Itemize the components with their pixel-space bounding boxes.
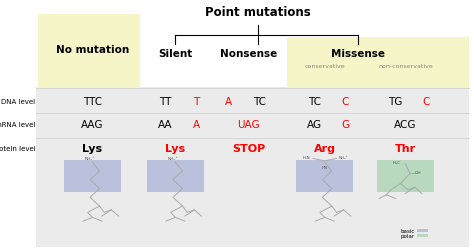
- Text: non-conservative: non-conservative: [378, 64, 433, 69]
- Text: OH: OH: [415, 170, 421, 174]
- Text: Missense: Missense: [331, 49, 385, 59]
- FancyBboxPatch shape: [147, 160, 204, 192]
- Text: Point mutations: Point mutations: [205, 6, 311, 19]
- Text: conservative: conservative: [304, 64, 345, 69]
- Text: Arg: Arg: [314, 144, 336, 154]
- Text: NH₂⁺: NH₂⁺: [85, 156, 95, 160]
- Text: Lys: Lys: [82, 144, 102, 154]
- FancyBboxPatch shape: [38, 15, 140, 89]
- FancyBboxPatch shape: [296, 160, 353, 192]
- Text: C: C: [422, 96, 429, 106]
- Text: NH₂⁺: NH₂⁺: [168, 156, 178, 160]
- Text: AG: AG: [307, 120, 322, 130]
- Text: AAG: AAG: [81, 120, 104, 130]
- FancyBboxPatch shape: [36, 88, 469, 248]
- Text: HN: HN: [322, 165, 328, 169]
- Text: UAG: UAG: [237, 120, 260, 130]
- Text: protein level: protein level: [0, 146, 36, 152]
- Text: TT: TT: [159, 96, 171, 106]
- Text: STOP: STOP: [232, 144, 265, 154]
- Text: A: A: [192, 120, 200, 130]
- FancyBboxPatch shape: [417, 229, 428, 232]
- Text: TTC: TTC: [83, 96, 102, 106]
- Text: polar: polar: [401, 233, 415, 238]
- Text: Thr: Thr: [395, 144, 416, 154]
- FancyBboxPatch shape: [417, 234, 428, 237]
- Text: Nonsense: Nonsense: [220, 49, 277, 59]
- Text: C: C: [342, 96, 349, 106]
- FancyBboxPatch shape: [64, 160, 121, 192]
- Text: H₂N: H₂N: [303, 156, 310, 160]
- Text: DNA level: DNA level: [1, 98, 36, 104]
- FancyBboxPatch shape: [287, 38, 469, 89]
- Text: NH₂⁺: NH₂⁺: [339, 156, 349, 160]
- Text: G: G: [341, 120, 349, 130]
- Text: T: T: [193, 96, 199, 106]
- Text: Lys: Lys: [165, 144, 185, 154]
- Text: mRNA level: mRNA level: [0, 122, 36, 128]
- FancyBboxPatch shape: [377, 160, 434, 192]
- Text: No mutation: No mutation: [56, 45, 129, 55]
- Text: basic: basic: [401, 228, 415, 233]
- Text: TC: TC: [253, 96, 265, 106]
- Text: TC: TC: [308, 96, 321, 106]
- Text: H₃C: H₃C: [392, 160, 401, 164]
- Text: Silent: Silent: [158, 49, 192, 59]
- Text: AA: AA: [158, 120, 173, 130]
- Text: A: A: [225, 96, 232, 106]
- Text: ACG: ACG: [394, 120, 417, 130]
- Text: TG: TG: [388, 96, 402, 106]
